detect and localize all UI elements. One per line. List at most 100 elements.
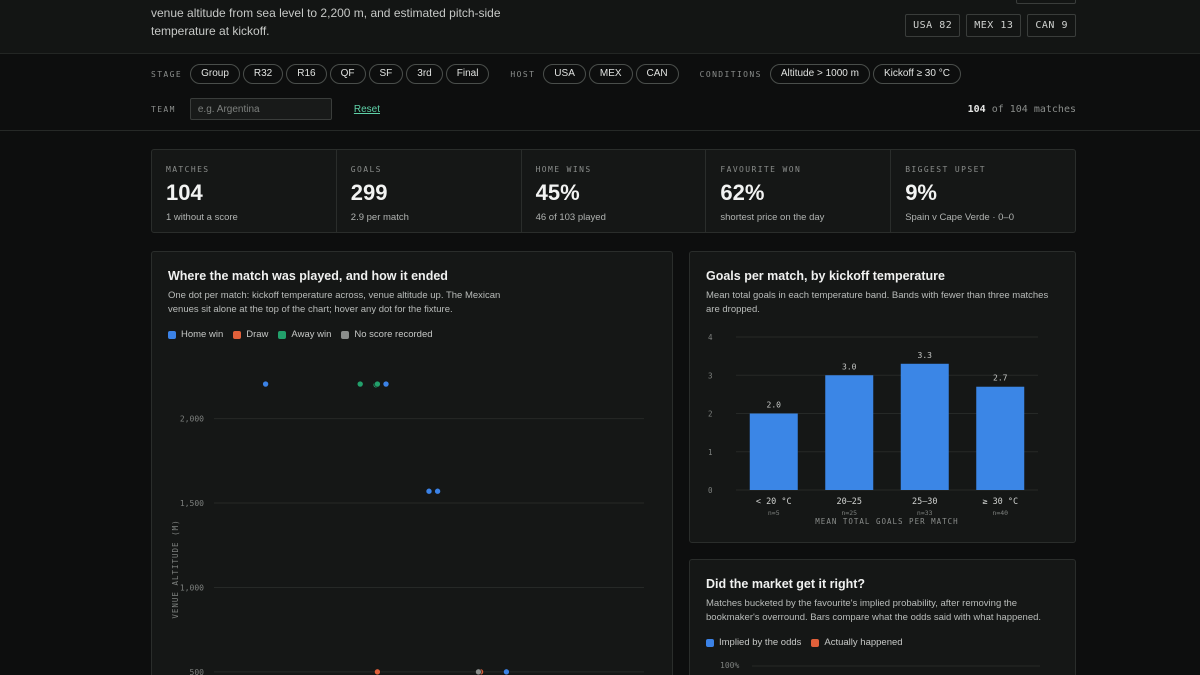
scatter-point[interactable] xyxy=(374,668,381,675)
bar-y-tick: 4 xyxy=(708,333,713,342)
scatter-point[interactable] xyxy=(503,668,510,675)
bar-value-label: 2.7 xyxy=(993,374,1008,383)
host-pill-usa[interactable]: USA xyxy=(543,64,586,84)
legend-label: Home win xyxy=(181,329,224,340)
host-count-mex: MEX 13 xyxy=(966,14,1022,37)
scatter-y-tick: 2,000 xyxy=(180,415,204,424)
host-filter-label: HOST xyxy=(510,69,536,79)
temperature-bar[interactable] xyxy=(976,386,1025,490)
condition-pill-altitude[interactable]: Altitude > 1000 m xyxy=(769,64,870,84)
scatter-point[interactable] xyxy=(382,380,390,388)
market-title: Did the market get it right? xyxy=(706,577,866,591)
temperature-bar[interactable] xyxy=(749,413,798,491)
divider xyxy=(0,130,1200,131)
scatter-point[interactable] xyxy=(262,380,269,388)
scatter-y-tick: 500 xyxy=(190,668,205,675)
scatter-desc-line: One dot per match: kickoff temperature a… xyxy=(168,290,501,301)
bar-y-tick: 1 xyxy=(708,448,713,457)
match-count: 104 of 104 matches xyxy=(968,104,1076,115)
kpi-goals: GOALS 299 2.9 per match xyxy=(337,150,522,232)
scatter-y-axis-label: VENUE ALTITUDE (M) xyxy=(171,519,180,618)
kpi-value: 62% xyxy=(720,180,765,205)
legend-swatch xyxy=(278,330,287,339)
market-description: Matches bucketed by the favourite's impl… xyxy=(706,597,1041,625)
legend-swatch xyxy=(811,638,820,647)
stage-pill-3rd[interactable]: 3rd xyxy=(406,64,443,84)
market-legend: Implied by the odds Actually happened xyxy=(706,637,913,648)
bar-count-label: n=33 xyxy=(917,509,933,517)
intro-text: venue altitude from sea level to 2,200 m… xyxy=(151,6,501,38)
scatter-desc-line: venues sit alone at the top of the chart… xyxy=(168,304,453,315)
kpi-sub: 46 of 103 played xyxy=(535,212,606,223)
scatter-point[interactable] xyxy=(434,487,441,495)
temperature-title: Goals per match, by kickoff temperature xyxy=(706,269,945,283)
bar-count-label: n=40 xyxy=(992,509,1008,517)
host-count-usa: USA 82 xyxy=(905,14,961,37)
stage-pill-r32[interactable]: R32 xyxy=(242,64,284,84)
temperature-panel: Goals per match, by kickoff temperature … xyxy=(689,251,1076,543)
bar-category-label: < 20 °C xyxy=(756,497,792,507)
temperature-desc-line: Mean total goals in each temperature ban… xyxy=(706,290,1049,301)
legend-no-score[interactable]: No score recorded xyxy=(341,329,433,340)
market-panel: Did the market get it right? Matches buc… xyxy=(689,559,1076,675)
stage-pill-group[interactable]: Group xyxy=(190,64,240,84)
stage-pill-qf[interactable]: QF xyxy=(329,64,366,84)
legend-label: Implied by the odds xyxy=(719,637,802,648)
bar-y-tick: 2 xyxy=(708,410,713,419)
stage-pill-sf[interactable]: SF xyxy=(368,64,404,84)
team-search-input[interactable] xyxy=(189,98,332,120)
header-button[interactable] xyxy=(1016,0,1076,4)
kpi-value: 299 xyxy=(350,180,388,205)
kpi-home-wins: HOME WINS 45% 46 of 103 played xyxy=(522,150,707,232)
kpi-label: HOME WINS xyxy=(535,165,592,174)
scatter-point[interactable] xyxy=(475,668,482,675)
legend-swatch xyxy=(341,330,350,339)
legend-home-win[interactable]: Home win xyxy=(168,329,223,340)
kpi-label: FAVOURITE WON xyxy=(720,165,802,174)
stage-pill-final[interactable]: Final xyxy=(445,64,490,84)
bar-count-label: n=5 xyxy=(768,509,780,517)
scatter-point[interactable] xyxy=(356,380,364,388)
legend-swatch xyxy=(168,330,176,339)
scatter-chart: 2,000 1,500 1,000 500 VENUE ALTITUDE (M) xyxy=(171,380,644,675)
match-count-shown: 104 xyxy=(967,104,986,115)
scatter-point[interactable] xyxy=(374,380,381,388)
host-pill-mex[interactable]: MEX xyxy=(588,64,633,84)
temperature-bar[interactable] xyxy=(900,363,949,490)
temperature-bar-chart: 0 1 2 3 4 2.0 < 20 °C n=5 3.0 20–25 n=25 3.3 25–30 n=… xyxy=(708,333,1038,526)
bar-y-tick: 3 xyxy=(708,371,713,380)
bar-value-label: 3.3 xyxy=(918,351,933,360)
match-count-total: of 104 matches xyxy=(991,104,1076,115)
kpi-matches: MATCHES 104 1 without a score xyxy=(152,150,337,232)
legend-implied[interactable]: Implied by the odds xyxy=(706,637,801,648)
bar-y-tick: 0 xyxy=(708,486,713,495)
condition-pill-kickoff-heat[interactable]: Kickoff ≥ 30 °C xyxy=(872,64,961,84)
temperature-bar[interactable] xyxy=(825,375,874,490)
kpi-value: 9% xyxy=(905,180,937,205)
legend-draw[interactable]: Draw xyxy=(233,329,268,340)
filter-bar: STAGE Group R32 R16 QF SF 3rd Final HOST… xyxy=(151,64,964,84)
reset-link[interactable]: Reset xyxy=(353,103,380,115)
legend-label: Actually happened xyxy=(824,637,903,648)
kpi-sub: Spain v Cape Verde · 0–0 xyxy=(905,212,1014,223)
scatter-point[interactable] xyxy=(425,487,433,495)
bar-category-label: 25–30 xyxy=(912,497,938,507)
host-count-can: CAN 9 xyxy=(1027,14,1076,37)
kpi-biggest-upset: BIGGEST UPSET 9% Spain v Cape Verde · 0–… xyxy=(891,150,1075,232)
legend-label: Draw xyxy=(246,329,269,340)
host-pill-can[interactable]: CAN xyxy=(635,64,679,84)
temperature-description: Mean total goals in each temperature ban… xyxy=(706,289,1048,317)
market-y-tick: 100% xyxy=(720,661,739,670)
kpi-sub: 2.9 per match xyxy=(350,212,409,223)
legend-swatch xyxy=(233,330,242,339)
legend-actual[interactable]: Actually happened xyxy=(811,637,903,648)
legend-away-win[interactable]: Away win xyxy=(278,329,331,340)
stage-pill-r16[interactable]: R16 xyxy=(286,64,327,84)
kpi-value: 104 xyxy=(166,180,203,205)
conditions-filter-label: CONDITIONS xyxy=(699,69,762,79)
kpi-sub: 1 without a score xyxy=(166,212,238,223)
bar-category-label: 20–25 xyxy=(836,497,862,507)
bar-x-axis-label: MEAN TOTAL GOALS PER MATCH xyxy=(815,517,958,526)
page-header xyxy=(0,0,1200,54)
market-desc-line: Matches bucketed by the favourite's impl… xyxy=(706,598,1018,609)
